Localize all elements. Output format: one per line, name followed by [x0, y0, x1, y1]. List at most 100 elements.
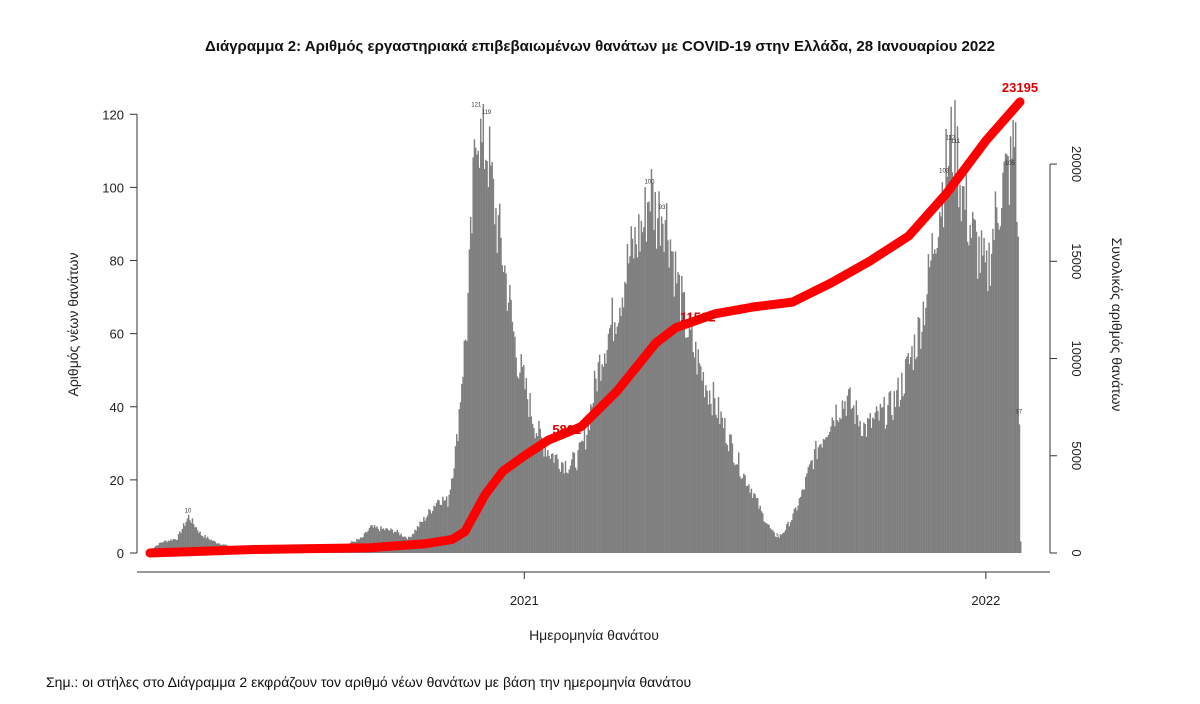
daily-deaths-bar: [873, 419, 875, 553]
bar-value-label: 111: [951, 139, 961, 145]
daily-deaths-bar: [979, 272, 981, 553]
daily-deaths-bar: [916, 356, 918, 553]
daily-deaths-bar: [810, 461, 812, 553]
daily-deaths-bar: [595, 378, 597, 553]
daily-deaths-bar: [629, 256, 631, 553]
daily-deaths-bar: [939, 212, 941, 553]
daily-deaths-bar: [915, 359, 917, 553]
daily-deaths-bar: [203, 537, 205, 553]
cumulative-deaths-line: [145, 97, 1025, 558]
daily-deaths-bar: [959, 184, 961, 553]
daily-deaths-bar: [177, 534, 180, 553]
left-axis-tick-label: 60: [110, 327, 124, 342]
daily-deaths-bar: [382, 528, 385, 553]
daily-deaths-bar: [834, 426, 836, 553]
daily-deaths-bar: [650, 169, 653, 553]
x-axis-tick-label: 2022: [971, 593, 1000, 608]
daily-deaths-bar: [191, 518, 194, 553]
daily-deaths-bar: [851, 407, 854, 553]
daily-deaths-bar: [544, 447, 546, 553]
daily-deaths-bar: [562, 463, 564, 553]
daily-deaths-bar: [490, 165, 492, 553]
daily-deaths-bar: [368, 527, 371, 553]
daily-deaths-bar: [688, 313, 691, 553]
daily-deaths-bar: [636, 257, 639, 553]
daily-deaths-bar: [428, 508, 430, 553]
daily-deaths-bar: [816, 459, 818, 553]
daily-deaths-bar: [471, 233, 473, 553]
daily-deaths-bar: [420, 521, 423, 553]
daily-deaths-bar: [793, 508, 796, 553]
daily-deaths-bar: [540, 437, 543, 553]
daily-deaths-bar: [644, 187, 646, 553]
cumulative-value-label: 11592: [680, 310, 715, 325]
daily-deaths-bar: [1020, 541, 1022, 553]
daily-deaths-bar: [672, 251, 674, 553]
daily-deaths-bar: [598, 354, 601, 553]
daily-deaths-bar: [783, 532, 785, 553]
daily-deaths-bar: [166, 542, 168, 553]
daily-deaths-bar: [525, 378, 528, 553]
daily-deaths-bar: [863, 422, 865, 553]
daily-deaths-bar: [768, 524, 770, 553]
daily-deaths-bar: [615, 334, 617, 553]
daily-deaths-bar: [715, 414, 717, 553]
daily-deaths-bar: [564, 460, 567, 553]
daily-deaths-bar: [777, 537, 779, 553]
daily-deaths-bar: [542, 442, 544, 553]
daily-deaths-bar: [577, 450, 579, 553]
daily-deaths-bar: [603, 353, 606, 553]
left-axis-title: Αριθμός νέων θανάτων: [65, 253, 81, 397]
bar-value-label: 10: [185, 508, 192, 514]
daily-deaths-bar: [693, 357, 696, 553]
daily-deaths-bar: [619, 307, 621, 553]
daily-deaths-bar: [386, 528, 388, 553]
daily-deaths-bar: [891, 415, 893, 553]
daily-deaths-bar: [500, 237, 502, 553]
daily-deaths-bar: [483, 168, 486, 554]
daily-deaths-bar: [696, 374, 698, 553]
daily-deaths-bar: [204, 535, 206, 553]
daily-deaths-bar: [478, 167, 481, 553]
daily-deaths-bar: [445, 496, 448, 553]
daily-deaths-bar: [909, 357, 912, 553]
daily-deaths-bar: [907, 353, 909, 553]
daily-deaths-bar: [887, 405, 889, 553]
daily-deaths-bar: [797, 505, 799, 553]
daily-deaths-bar: [691, 325, 693, 553]
daily-deaths-bar: [501, 265, 503, 553]
daily-deaths-bar: [805, 476, 807, 553]
daily-deaths-bar: [555, 454, 558, 553]
daily-deaths-bar: [934, 249, 936, 554]
daily-deaths-bar: [812, 469, 815, 553]
daily-deaths-bar: [987, 291, 989, 553]
daily-deaths-bar: [859, 420, 861, 553]
daily-deaths-bar: [954, 100, 956, 554]
daily-deaths-bar: [773, 532, 775, 553]
left-axis-tick-label: 0: [117, 546, 124, 561]
daily-deaths-bar: [770, 529, 773, 553]
daily-deaths-bar: [607, 333, 610, 553]
daily-deaths-bar: [858, 426, 860, 553]
daily-deaths-bar: [789, 522, 792, 553]
daily-deaths-bar: [896, 390, 898, 553]
daily-deaths-bar: [970, 237, 973, 553]
daily-deaths-bar: [425, 517, 428, 553]
daily-deaths-bar: [860, 436, 863, 553]
daily-deaths-bar: [664, 219, 667, 554]
daily-deaths-bar: [663, 251, 665, 554]
daily-deaths-bar: [700, 366, 702, 553]
daily-deaths-bar: [620, 316, 622, 553]
daily-deaths-bar: [667, 240, 669, 553]
daily-deaths-bar: [977, 278, 979, 553]
daily-deaths-bar: [923, 325, 926, 553]
daily-deaths-bar: [956, 126, 959, 553]
daily-deaths-bar: [547, 450, 549, 553]
daily-deaths-bar: [180, 533, 182, 553]
daily-deaths-bar: [571, 459, 573, 553]
daily-deaths-bar: [744, 475, 746, 553]
daily-deaths-bar: [1004, 153, 1007, 553]
daily-deaths-bar: [997, 223, 999, 553]
daily-deaths-bar: [1012, 120, 1014, 553]
